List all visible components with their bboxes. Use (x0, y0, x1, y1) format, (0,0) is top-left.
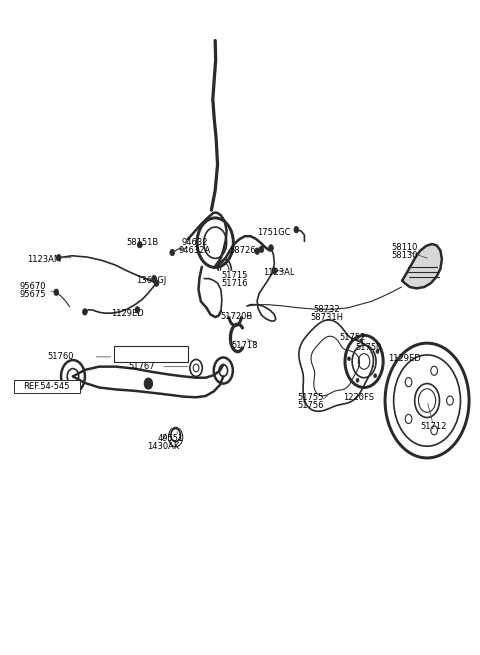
Text: 1430AK: 1430AK (147, 442, 180, 451)
Circle shape (294, 227, 299, 233)
Polygon shape (402, 244, 442, 288)
Circle shape (152, 275, 156, 282)
Text: 51755: 51755 (298, 393, 324, 402)
Circle shape (259, 246, 264, 252)
Circle shape (269, 245, 274, 251)
Text: 51752: 51752 (339, 333, 365, 342)
Text: 51756: 51756 (298, 401, 324, 409)
Circle shape (170, 250, 175, 255)
Text: 1129ED: 1129ED (388, 354, 421, 364)
Text: 1129ED: 1129ED (111, 309, 144, 318)
Text: 94632: 94632 (181, 238, 208, 247)
Text: 58732: 58732 (313, 305, 340, 314)
Circle shape (144, 379, 152, 389)
Text: 95670: 95670 (19, 282, 46, 291)
Circle shape (356, 379, 359, 383)
Text: 1220FS: 1220FS (343, 393, 374, 402)
Circle shape (154, 280, 159, 286)
Text: 58130: 58130 (391, 252, 418, 260)
FancyBboxPatch shape (14, 381, 80, 394)
Circle shape (360, 339, 363, 343)
Circle shape (255, 248, 260, 254)
Text: 58731H: 58731H (311, 312, 343, 322)
Text: 58726: 58726 (229, 246, 256, 255)
Text: 58151B: 58151B (126, 238, 158, 247)
Circle shape (137, 242, 142, 248)
Text: 51716: 51716 (221, 279, 248, 288)
Text: 51760: 51760 (48, 352, 74, 362)
Circle shape (272, 267, 277, 274)
Text: 1123SH: 1123SH (135, 352, 168, 362)
Text: 49551: 49551 (157, 434, 184, 443)
Circle shape (54, 289, 59, 295)
Circle shape (376, 350, 379, 353)
Text: 51720B: 51720B (220, 312, 253, 321)
Text: 1123AM: 1123AM (27, 255, 61, 263)
Text: 51715: 51715 (221, 271, 248, 280)
Circle shape (56, 254, 61, 261)
Bar (114, 346, 188, 362)
Text: 51767: 51767 (129, 362, 156, 371)
Text: 51712: 51712 (420, 422, 446, 431)
Text: 58110: 58110 (392, 244, 418, 252)
Text: 51718: 51718 (231, 341, 258, 350)
Text: 1360GJ: 1360GJ (137, 276, 167, 285)
Text: 51750: 51750 (356, 343, 382, 352)
Text: 1751GC: 1751GC (257, 229, 290, 237)
Text: 94632A: 94632A (179, 246, 211, 255)
Text: REF.54-545: REF.54-545 (24, 383, 70, 392)
Circle shape (348, 357, 350, 361)
Circle shape (83, 309, 87, 315)
Circle shape (135, 307, 140, 313)
Text: 95675: 95675 (19, 290, 46, 299)
Text: REF.54-545: REF.54-545 (24, 383, 70, 391)
Circle shape (374, 374, 377, 378)
Text: 1123AL: 1123AL (264, 267, 295, 276)
